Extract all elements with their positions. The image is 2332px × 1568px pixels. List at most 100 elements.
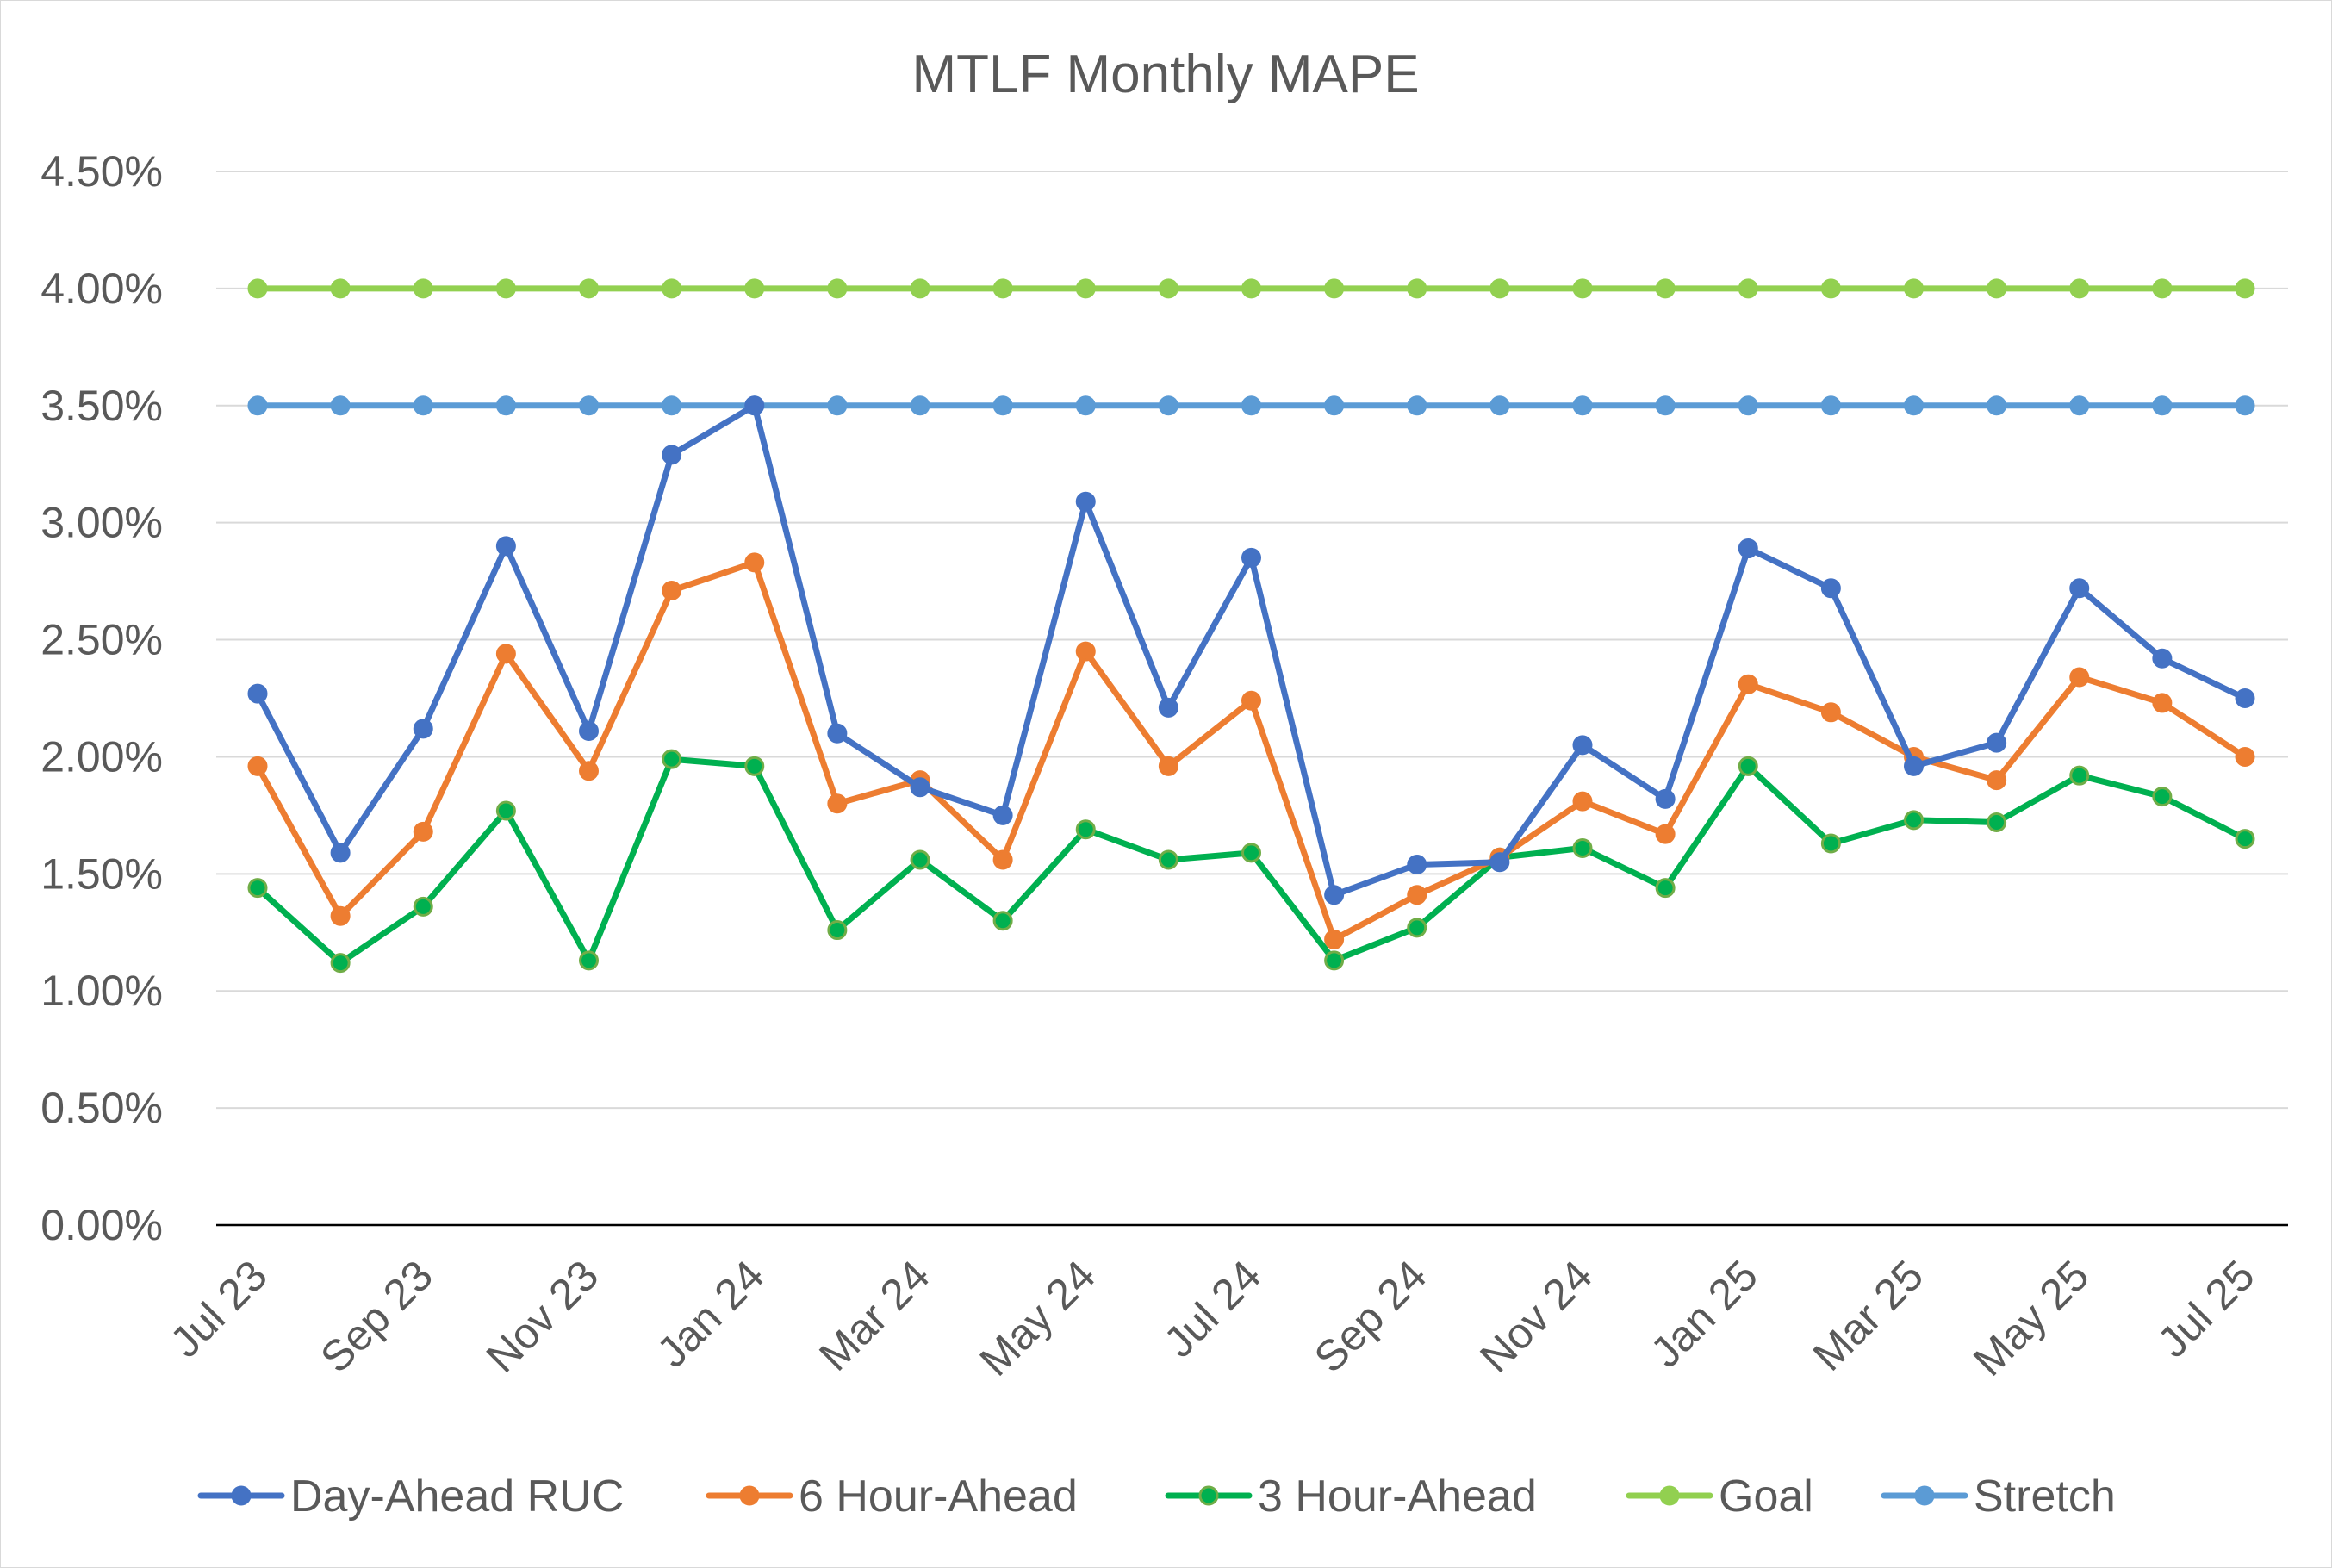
data-point-day-ahead-ruc (2235, 688, 2255, 708)
data-point-day-ahead-ruc (910, 777, 930, 798)
data-point-stretch (1904, 395, 1924, 416)
data-point-goal (579, 278, 599, 299)
data-point-stretch (662, 395, 682, 416)
legend-item-day-ahead-ruc: Day-Ahead RUC (197, 1472, 624, 1521)
data-point-3-hour-ahead (744, 756, 765, 776)
y-tick-label: 0.50% (40, 1084, 163, 1132)
data-point-6-hour-ahead (579, 761, 599, 781)
data-point-6-hour-ahead (1407, 885, 1427, 905)
data-point-6-hour-ahead (1324, 929, 1345, 949)
data-point-stretch (495, 395, 516, 416)
data-point-day-ahead-ruc (579, 721, 599, 742)
data-point-stretch (1489, 395, 1510, 416)
data-point-day-ahead-ruc (1489, 852, 1510, 873)
legend: Day-Ahead RUC 6 Hour-Ahead 3 Hour-Ahead Goa… (197, 1472, 2116, 1521)
data-point-3-hour-ahead (2235, 829, 2255, 849)
data-point-stretch (2152, 395, 2173, 416)
series-goal (247, 278, 2255, 299)
legend-item-6-hour-ahead: 6 Hour-Ahead (706, 1472, 1078, 1521)
data-point-6-hour-ahead (2152, 693, 2173, 713)
data-point-6-hour-ahead (1572, 791, 1593, 812)
legend-item-stretch: Stretch (1881, 1472, 2116, 1521)
data-point-stretch (992, 395, 1013, 416)
x-tick-label: May 24 (970, 1251, 1104, 1385)
x-tick-label: Sep 24 (1305, 1251, 1436, 1382)
legend-label: Goal (1719, 1472, 1813, 1521)
data-point-3-hour-ahead (1075, 819, 1096, 840)
data-point-3-hour-ahead (1324, 950, 1345, 971)
data-point-3-hour-ahead (413, 896, 433, 917)
data-point-goal (495, 278, 516, 299)
x-tick-label: Sep 23 (311, 1251, 442, 1382)
data-point-stretch (247, 395, 268, 416)
legend-label: 6 Hour-Ahead (799, 1472, 1078, 1521)
y-tick-label: 1.50% (40, 849, 163, 898)
data-point-3-hour-ahead (1407, 918, 1427, 938)
x-tick-label: Mar 25 (1804, 1251, 1933, 1380)
data-point-day-ahead-ruc (2069, 578, 2090, 599)
y-tick-label: 2.50% (40, 616, 163, 664)
data-point-3-hour-ahead (827, 920, 848, 941)
series-stretch (247, 395, 2255, 416)
data-point-3-hour-ahead (1241, 843, 1261, 863)
data-point-stretch (1572, 395, 1593, 416)
data-point-day-ahead-ruc (1820, 578, 1841, 599)
data-point-day-ahead-ruc (1407, 854, 1427, 874)
y-tick-label: 4.00% (40, 264, 163, 313)
legend-label: 3 Hour-Ahead (1258, 1472, 1537, 1521)
data-point-goal (247, 278, 268, 299)
data-point-3-hour-ahead (1904, 810, 1924, 831)
data-point-day-ahead-ruc (1241, 547, 1261, 568)
y-tick-label: 4.50% (40, 147, 163, 196)
data-point-day-ahead-ruc (413, 719, 433, 739)
data-point-6-hour-ahead (2235, 746, 2255, 767)
data-point-day-ahead-ruc (1655, 788, 1676, 809)
data-point-goal (744, 278, 765, 299)
data-point-stretch (1407, 395, 1427, 416)
data-point-goal (1075, 278, 1096, 299)
data-point-goal (1241, 278, 1261, 299)
data-point-stretch (1987, 395, 2007, 416)
data-point-goal (1324, 278, 1345, 299)
chart-title: MTLF Monthly MAPE (911, 45, 1419, 104)
series-3-hour-ahead (247, 749, 2255, 974)
data-point-goal (1655, 278, 1676, 299)
data-point-3-hour-ahead (2069, 765, 2090, 786)
data-point-3-hour-ahead (247, 878, 268, 899)
data-point-day-ahead-ruc (1324, 885, 1345, 905)
data-point-3-hour-ahead (910, 849, 930, 870)
data-point-goal (413, 278, 433, 299)
data-point-3-hour-ahead (1572, 837, 1593, 858)
data-point-goal (992, 278, 1013, 299)
legend-item-goal: Goal (1626, 1472, 1813, 1521)
data-point-goal (827, 278, 848, 299)
series-day-ahead-ruc (247, 395, 2255, 905)
data-point-goal (2069, 278, 2090, 299)
legend-label: Day-Ahead RUC (290, 1472, 624, 1521)
data-point-6-hour-ahead (827, 793, 848, 814)
data-point-day-ahead-ruc (1738, 538, 1758, 559)
data-point-3-hour-ahead (1655, 878, 1676, 899)
data-point-6-hour-ahead (1655, 824, 1676, 844)
data-point-stretch (579, 395, 599, 416)
legend-marker (1914, 1485, 1935, 1506)
legend-marker (1659, 1485, 1680, 1506)
data-point-3-hour-ahead (1158, 849, 1178, 870)
data-point-day-ahead-ruc (1075, 491, 1096, 512)
x-tick-label: Jul 24 (1154, 1251, 1270, 1366)
data-point-goal (1987, 278, 2007, 299)
legend-item-3-hour-ahead: 3 Hour-Ahead (1165, 1472, 1537, 1521)
data-point-day-ahead-ruc (1904, 756, 1924, 776)
data-point-6-hour-ahead (495, 644, 516, 664)
x-tick-label: Jan 25 (1641, 1251, 1767, 1377)
data-point-6-hour-ahead (2069, 667, 2090, 688)
data-point-stretch (1324, 395, 1345, 416)
data-point-6-hour-ahead (662, 580, 682, 600)
data-point-stretch (1655, 395, 1676, 416)
series-lines (247, 278, 2255, 974)
data-point-day-ahead-ruc (247, 683, 268, 704)
data-point-day-ahead-ruc (744, 395, 765, 416)
data-point-6-hour-ahead (330, 905, 351, 926)
data-point-day-ahead-ruc (1987, 732, 2007, 753)
